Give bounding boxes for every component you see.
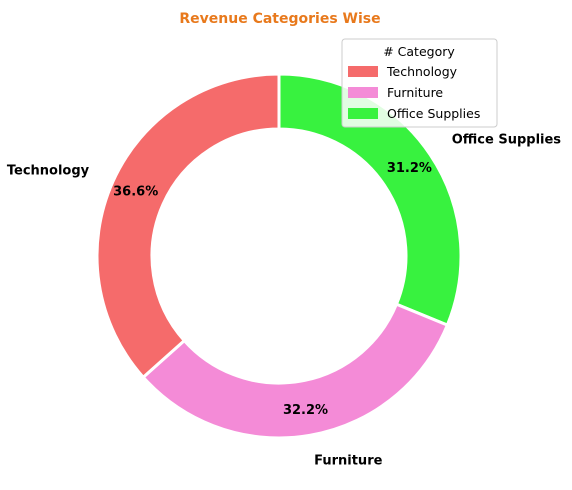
slice-technology xyxy=(95,72,281,380)
legend-label-furniture: Furniture xyxy=(387,85,443,100)
labels-layer: Office Supplies 31.2% Furniture 32.2% Techno… xyxy=(7,133,561,469)
legend-label-office-supplies: Office Supplies xyxy=(387,106,480,121)
category-label-technology: Technology xyxy=(7,164,90,179)
legend-swatch-technology xyxy=(348,66,378,77)
slice-furniture xyxy=(141,302,450,440)
category-label-office-supplies: Office Supplies xyxy=(452,133,562,148)
legend-frame xyxy=(341,38,498,128)
slices-layer xyxy=(95,72,463,440)
legend-label-technology: Technology xyxy=(386,64,458,79)
legend-swatch-office-supplies xyxy=(348,108,378,119)
percent-label-technology: 36.6% xyxy=(113,184,158,199)
legend: # Category Technology Furniture Office S… xyxy=(341,38,498,128)
chart-title: Revenue Categories Wise xyxy=(179,11,380,27)
category-label-furniture: Furniture xyxy=(314,454,382,469)
percent-label-furniture: 32.2% xyxy=(283,403,328,418)
percent-label-office-supplies: 31.2% xyxy=(387,161,432,176)
legend-title: # Category xyxy=(383,44,455,59)
legend-swatch-furniture xyxy=(348,87,378,98)
